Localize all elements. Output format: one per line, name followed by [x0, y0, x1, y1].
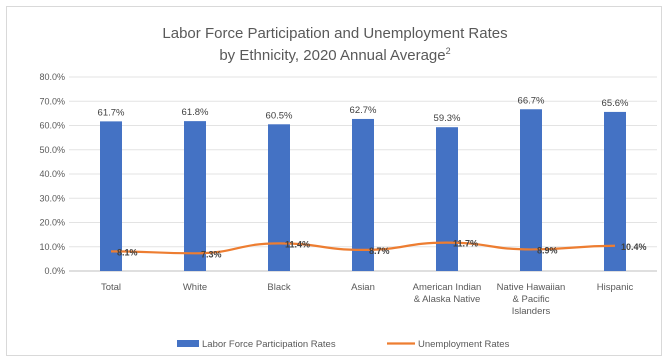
x-category-label: Hispanic	[597, 282, 634, 293]
bar	[520, 109, 542, 271]
x-category-label: White	[183, 282, 207, 293]
unemployment-line	[110, 241, 616, 255]
x-category-label: Islanders	[512, 306, 551, 317]
line-data-label: 7.3%	[201, 249, 222, 259]
bar-data-label: 62.7%	[350, 105, 377, 116]
chart-frame: Labor Force Participation and Unemployme…	[6, 6, 662, 356]
x-category-label: Asian	[351, 282, 375, 293]
x-category-label: Black	[267, 282, 290, 293]
bar-data-label: 59.3%	[434, 113, 461, 124]
chart-subtitle: by Ethnicity, 2020 Annual Average2	[219, 46, 450, 64]
x-category-label: & Alaska Native	[414, 294, 481, 305]
y-tick-label: 80.0%	[39, 72, 65, 82]
line-data-label: 11.4%	[285, 239, 310, 249]
line-data-label: 8.7%	[369, 246, 390, 256]
x-category-label: Native Hawaiian	[497, 282, 566, 293]
title-superscript: 2	[446, 46, 451, 56]
x-category-label: & Pacific	[513, 294, 550, 305]
y-tick-label: 70.0%	[39, 96, 65, 106]
y-tick-label: 10.0%	[39, 242, 65, 252]
y-tick-label: 50.0%	[39, 145, 65, 155]
line-data-label: 8.9%	[537, 245, 558, 255]
bar	[604, 111, 626, 271]
y-tick-label: 20.0%	[39, 218, 65, 228]
y-tick-label: 30.0%	[39, 193, 65, 203]
bar-data-label: 61.7%	[98, 107, 125, 118]
y-tick-label: 40.0%	[39, 169, 65, 179]
bar	[100, 121, 122, 271]
legend-bar-swatch	[177, 340, 199, 347]
line-data-label: 11.7%	[453, 239, 478, 249]
chart-title: Labor Force Participation and Unemployme…	[162, 25, 507, 42]
bar	[352, 118, 374, 271]
bar	[184, 121, 206, 271]
line-data-label: 8.1%	[117, 247, 138, 257]
y-tick-label: 60.0%	[39, 121, 65, 131]
bar-data-label: 66.7%	[518, 95, 545, 106]
chart: Labor Force Participation and Unemployme…	[39, 25, 657, 350]
bar-data-label: 60.5%	[266, 110, 293, 121]
bar	[268, 124, 290, 271]
bar-data-label: 65.6%	[602, 98, 629, 109]
legend-label: Unemployment Rates	[418, 339, 510, 350]
bar	[436, 127, 458, 271]
bar-data-label: 61.8%	[182, 107, 209, 118]
line-data-label: 10.4%	[621, 242, 647, 252]
x-category-label: American Indian	[413, 282, 482, 293]
y-tick-label: 0.0%	[44, 266, 65, 276]
legend-label: Labor Force Participation Rates	[202, 339, 336, 350]
x-category-label: Total	[101, 282, 121, 293]
